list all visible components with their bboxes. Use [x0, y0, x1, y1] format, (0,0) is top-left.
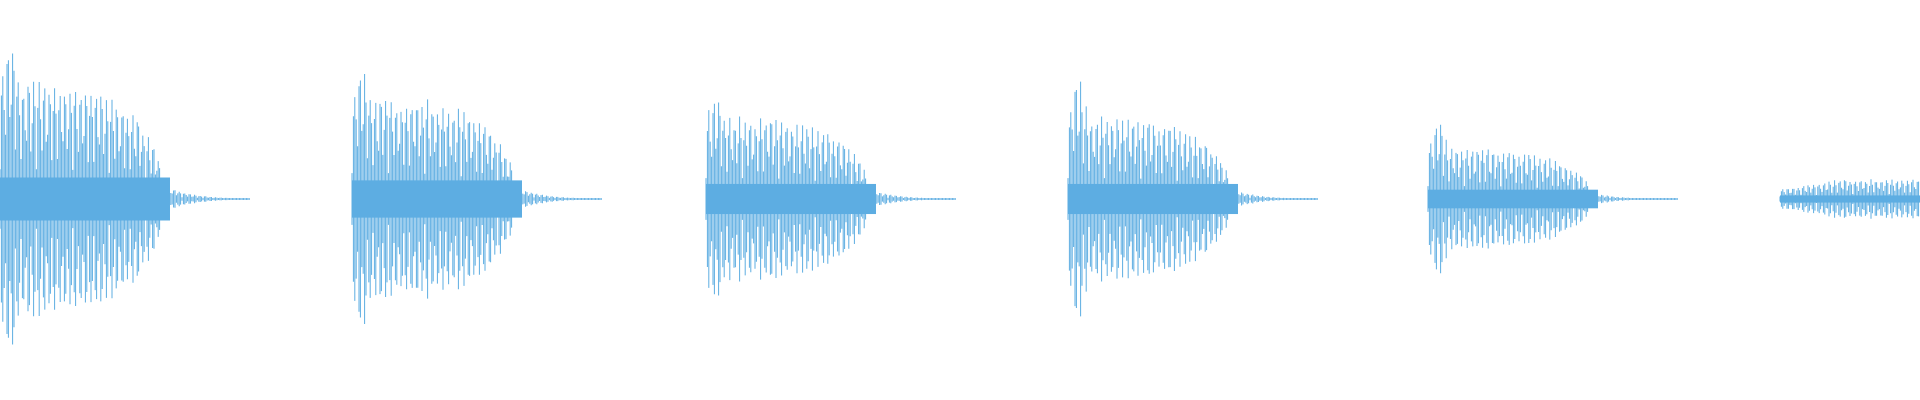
waveform-burst	[1067, 81, 1318, 317]
waveform-burst	[351, 74, 602, 324]
waveform-burst-core	[1068, 183, 1238, 215]
waveform-burst	[0, 53, 250, 345]
waveform-burst	[1427, 124, 1678, 274]
waveform-burst	[705, 102, 956, 296]
waveform-burst-core	[352, 180, 522, 218]
waveform-burst-core	[1428, 189, 1598, 209]
waveform-burst-core	[706, 183, 876, 215]
waveform-burst-core	[0, 177, 170, 221]
waveform-burst	[1779, 179, 1920, 219]
waveform-burst-core	[1780, 195, 1920, 203]
